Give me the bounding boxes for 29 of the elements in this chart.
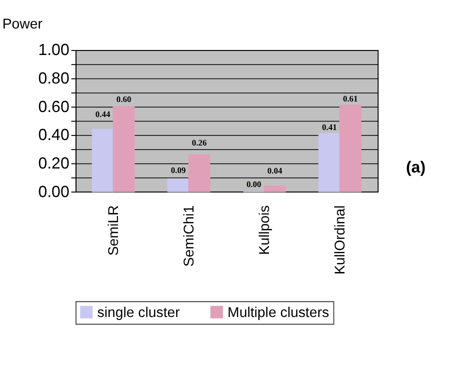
bar <box>188 154 210 192</box>
text: (a) <box>406 158 426 177</box>
legend-label: Multiple clusters <box>228 304 330 321</box>
data-label: 0.61 <box>342 93 358 104</box>
y-tick-label: 0.60 <box>38 98 70 116</box>
x-tick-label: SemiChi1 <box>182 205 198 267</box>
data-label: 0.04 <box>267 166 284 176</box>
x-tick-label: Kullpois <box>257 205 274 255</box>
data-label: 0.09 <box>170 165 186 176</box>
y-tick-label: 1.00 <box>38 41 70 60</box>
bar <box>92 128 114 192</box>
bar <box>264 185 286 192</box>
data-label: 0.00 <box>246 178 262 189</box>
x-tick-label: SemiLR <box>106 205 122 256</box>
bar <box>339 104 362 192</box>
data-label: 0.44 <box>95 109 111 120</box>
bar <box>167 178 190 192</box>
y-tick-label: 0.00 <box>38 182 70 201</box>
y-tick-label: 0.80 <box>38 70 70 88</box>
x-tick-label: KullOrdinal <box>332 205 349 275</box>
data-label: 0.26 <box>192 137 207 148</box>
bar <box>112 106 135 192</box>
data-label: 0.41 <box>322 122 337 132</box>
legend-label: single cluster <box>97 304 180 321</box>
bar <box>318 133 340 192</box>
data-label: 0.60 <box>116 94 132 104</box>
y-axis-title: Power <box>2 16 43 33</box>
y-tick-label: 0.40 <box>38 126 70 144</box>
y-tick-label: 0.20 <box>38 154 70 172</box>
